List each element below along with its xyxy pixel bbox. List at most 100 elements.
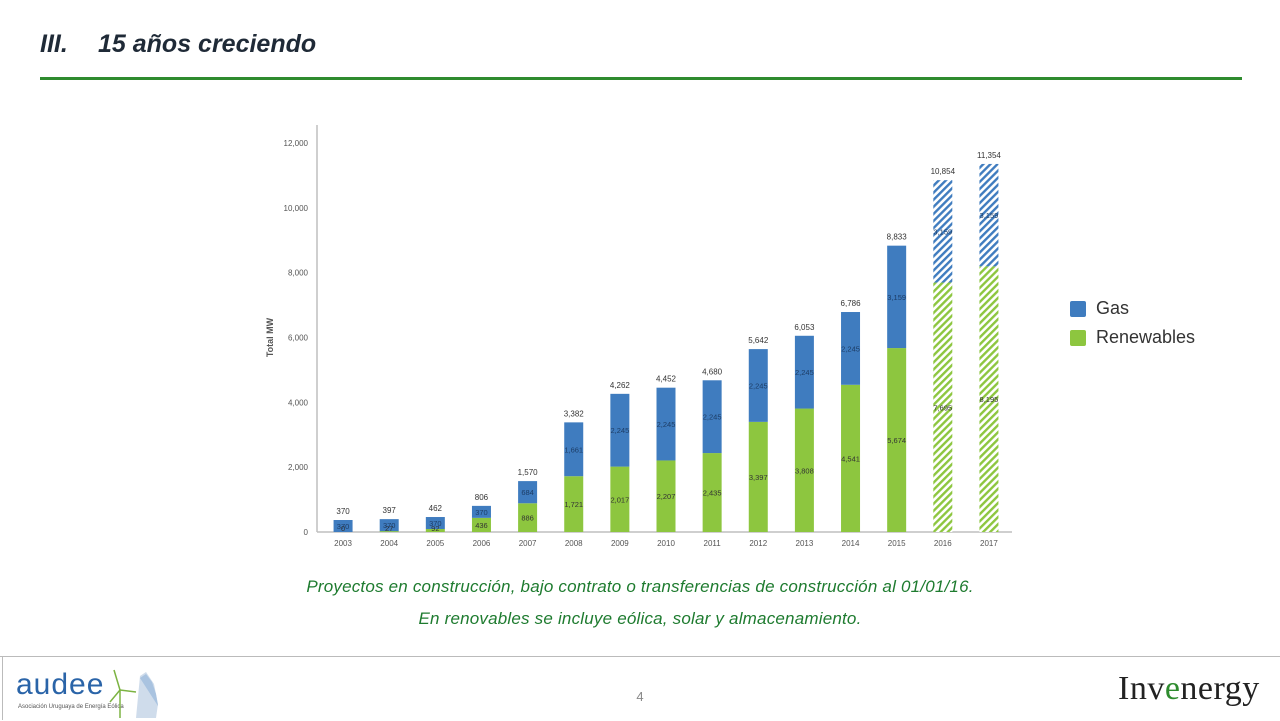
x-tick-label: 2006 <box>473 539 491 548</box>
bar-gas <box>564 422 584 477</box>
x-tick-label: 2011 <box>704 539 722 548</box>
legend-label-gas: Gas <box>1096 298 1130 318</box>
y-axis-title: Total MW <box>265 317 275 357</box>
bar-gas <box>841 312 861 385</box>
bar-renewables <box>425 529 445 532</box>
invenergy-logo-part-2: e <box>1164 670 1181 707</box>
x-tick-label: 2004 <box>380 539 398 548</box>
data-label-gas: 370 <box>429 519 442 528</box>
bar-gas <box>425 517 445 530</box>
x-tick-label: 2007 <box>519 539 537 548</box>
title-underline <box>40 77 1242 80</box>
chart-legend: Gas Renewables <box>1070 294 1195 352</box>
bar-gas <box>933 180 953 283</box>
stacked-bar-chart: 0 2,000 4,000 6,000 8,000 10,000 12,000 Total M… <box>265 125 1012 548</box>
bar-gas <box>702 380 722 454</box>
data-label-gas: 2,245 <box>657 420 676 429</box>
x-tick-label: 2010 <box>657 539 675 548</box>
data-label-renewables: 7,695 <box>933 403 952 412</box>
x-tick-label: 2017 <box>980 539 998 548</box>
legend-item-gas: Gas <box>1070 294 1195 323</box>
data-label-gas: 684 <box>521 488 534 497</box>
data-label-renewables: 3,397 <box>749 473 768 482</box>
data-label-renewables: 5,674 <box>887 436 906 445</box>
data-label-gas: 2,245 <box>610 426 629 435</box>
caption-line-2: En renovables se incluye eólica, solar y… <box>418 609 862 628</box>
y-tick-label: 12,000 <box>284 139 309 148</box>
bar-gas <box>748 349 768 422</box>
data-label-gas: 370 <box>337 522 350 531</box>
data-label-total: 11,354 <box>977 151 1001 160</box>
bar-gas <box>610 393 630 467</box>
data-label-total: 1,570 <box>518 468 539 477</box>
footer-divider <box>2 657 3 720</box>
footer-bar <box>0 656 1280 721</box>
bar-renewables <box>610 466 630 532</box>
renewables-swatch <box>1070 329 1086 346</box>
bar-renewables <box>933 282 953 532</box>
data-label-renewables: 3,808 <box>795 466 814 475</box>
data-label-total: 4,452 <box>656 375 677 384</box>
invenergy-logo-part-1: Inv <box>1118 670 1165 707</box>
audee-logo-text: audee <box>16 668 105 701</box>
data-label-renewables: 2,207 <box>657 492 676 501</box>
bar-renewables <box>887 348 907 532</box>
data-label-total: 3,382 <box>564 409 585 418</box>
bar-renewables <box>702 453 722 532</box>
x-tick-label: 2005 <box>426 539 444 548</box>
bar-gas <box>471 505 491 518</box>
x-tick-label: 2013 <box>796 539 814 548</box>
data-label-total: 397 <box>383 506 397 515</box>
data-label-gas: 370 <box>475 508 488 517</box>
data-label-total: 10,854 <box>931 167 956 176</box>
y-tick-label: 10,000 <box>284 204 309 213</box>
data-label-gas: 3,159 <box>933 227 952 236</box>
bar-gas <box>979 163 999 267</box>
data-label-total: 806 <box>475 493 489 502</box>
bar-renewables <box>564 476 584 532</box>
data-label-renewables: 436 <box>475 521 488 530</box>
bar-gas <box>887 245 907 349</box>
bar-gas <box>379 519 399 532</box>
x-tick-label: 2003 <box>334 539 352 548</box>
data-label-gas: 2,245 <box>795 368 814 377</box>
data-label-renewables: 1,721 <box>564 500 583 509</box>
invenergy-logo: Invenergy <box>1118 670 1260 708</box>
data-label-gas: 2,245 <box>749 381 768 390</box>
bar-renewables <box>518 503 538 532</box>
section-number: III. <box>40 30 68 58</box>
data-label-total: 4,262 <box>610 381 631 390</box>
bar-gas <box>794 335 814 409</box>
data-label-total: 4,680 <box>702 367 723 376</box>
x-tick-label: 2015 <box>888 539 906 548</box>
page-number: 4 <box>636 689 644 704</box>
legend-label-renewables: Renewables <box>1096 327 1196 347</box>
bar-renewables <box>841 384 861 532</box>
x-tick-label: 2009 <box>611 539 629 548</box>
data-label-renewables: 2,017 <box>610 495 629 504</box>
x-tick-label: 2016 <box>934 539 952 548</box>
invenergy-logo-part-3: nergy <box>1180 670 1260 707</box>
bar-gas <box>656 387 676 461</box>
data-label-gas: 3,159 <box>887 293 906 302</box>
bar-gas <box>333 520 353 532</box>
bar-renewables <box>656 460 676 532</box>
bar-renewables <box>379 531 399 532</box>
data-label-renewables: 0 <box>341 524 345 533</box>
data-label-total: 462 <box>429 504 443 513</box>
bar-renewables <box>979 266 999 532</box>
data-label-total: 6,053 <box>794 323 815 332</box>
data-label-gas: 3,159 <box>980 211 999 220</box>
data-label-total: 370 <box>336 507 350 516</box>
title-text: 15 años creciendo <box>98 30 317 58</box>
gas-swatch <box>1070 300 1086 317</box>
data-label-gas: 370 <box>383 521 396 530</box>
bar-renewables <box>748 421 768 532</box>
data-label-gas: 1,661 <box>564 445 583 454</box>
x-tick-label: 2014 <box>842 539 860 548</box>
data-label-total: 5,642 <box>748 336 769 345</box>
slide-title: III. 15 años creciendo <box>40 30 316 59</box>
audee-logo-subtitle: Asociación Uruguaya de Energía Eólica <box>18 704 124 710</box>
y-tick-label: 6,000 <box>288 334 309 343</box>
audee-logo: audee Asociación Uruguaya de Energía Eól… <box>14 664 164 718</box>
